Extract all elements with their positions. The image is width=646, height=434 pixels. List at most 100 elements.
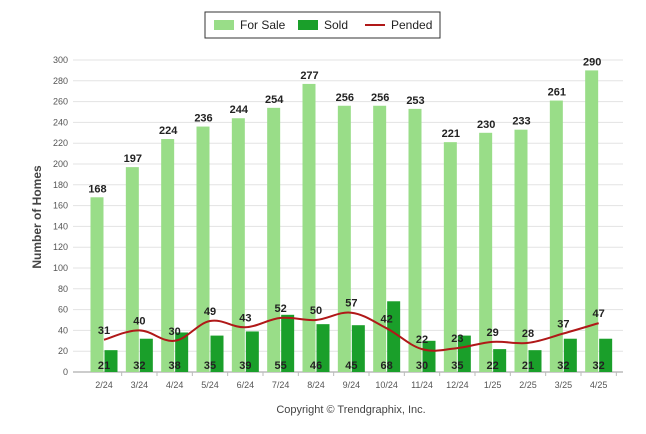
data-labels: 168 21 31 197 32 40 224 38 30 236 35 49 244 39 43 254 55… bbox=[88, 56, 604, 372]
label-for-sale: 221 bbox=[442, 128, 460, 140]
legend-label-for-sale: For Sale bbox=[240, 18, 286, 32]
copyright-text: Copyright © Trendgraphix, Inc. bbox=[276, 404, 425, 416]
label-sold: 55 bbox=[275, 360, 287, 372]
label-sold: 35 bbox=[204, 360, 216, 372]
bar-sold bbox=[139, 338, 153, 372]
x-tick-label: 3/24 bbox=[131, 380, 149, 390]
label-sold: 22 bbox=[487, 360, 499, 372]
bars bbox=[90, 70, 613, 373]
label-pended: 22 bbox=[416, 334, 428, 346]
label-pended: 42 bbox=[381, 313, 393, 325]
label-for-sale: 277 bbox=[300, 70, 318, 82]
label-for-sale: 197 bbox=[124, 153, 142, 165]
bar-sold bbox=[422, 340, 436, 372]
label-sold: 68 bbox=[381, 360, 393, 372]
label-pended: 57 bbox=[345, 298, 357, 310]
y-tick-label: 180 bbox=[53, 180, 68, 190]
y-tick-label: 200 bbox=[53, 159, 68, 169]
y-tick-label: 0 bbox=[63, 367, 68, 377]
legend: For Sale Sold Pended bbox=[204, 11, 441, 39]
label-for-sale: 230 bbox=[477, 119, 495, 131]
label-sold: 39 bbox=[239, 360, 251, 372]
label-for-sale: 236 bbox=[194, 113, 212, 125]
x-tick-label: 3/25 bbox=[555, 380, 573, 390]
x-tick-label: 5/24 bbox=[201, 380, 219, 390]
bar-sold bbox=[210, 335, 224, 372]
label-for-sale: 233 bbox=[512, 116, 530, 128]
y-tick-label: 220 bbox=[53, 138, 68, 148]
y-tick-label: 160 bbox=[53, 201, 68, 211]
label-sold: 38 bbox=[169, 360, 181, 372]
x-tick-label: 2/25 bbox=[519, 380, 537, 390]
bar-sold bbox=[387, 301, 401, 372]
bar-sold bbox=[104, 350, 118, 372]
legend-box bbox=[204, 11, 441, 39]
label-sold: 30 bbox=[416, 360, 428, 372]
x-tick-label: 11/24 bbox=[411, 380, 433, 390]
x-tick-label: 8/24 bbox=[307, 380, 325, 390]
y-axis-label: Number of Homes bbox=[30, 165, 44, 269]
x-tick-label: 9/24 bbox=[343, 380, 361, 390]
bar-for-sale bbox=[373, 105, 387, 372]
bar-for-sale bbox=[302, 83, 316, 373]
y-tick-label: 100 bbox=[53, 263, 68, 273]
bar-for-sale bbox=[196, 126, 210, 372]
label-pended: 31 bbox=[98, 325, 110, 337]
bar-sold bbox=[316, 324, 330, 372]
bar-for-sale bbox=[549, 100, 563, 372]
label-for-sale: 254 bbox=[265, 94, 284, 106]
bar-for-sale bbox=[585, 70, 599, 373]
bar-for-sale bbox=[514, 129, 528, 372]
label-sold: 32 bbox=[557, 360, 569, 372]
bar-for-sale bbox=[161, 139, 175, 372]
label-sold: 32 bbox=[133, 360, 145, 372]
bar-sold bbox=[563, 338, 577, 372]
label-pended: 50 bbox=[310, 305, 322, 317]
x-tick-label: 10/24 bbox=[375, 380, 398, 390]
y-tick-label: 300 bbox=[53, 55, 68, 65]
bar-for-sale bbox=[337, 105, 351, 372]
pended-line bbox=[103, 311, 599, 352]
bar-sold bbox=[528, 350, 542, 372]
y-tick-label: 60 bbox=[58, 305, 68, 315]
bar-for-sale bbox=[267, 107, 281, 372]
label-for-sale: 244 bbox=[230, 104, 249, 116]
label-for-sale: 256 bbox=[336, 92, 354, 104]
bar-sold bbox=[281, 314, 295, 372]
bar-for-sale bbox=[231, 118, 245, 373]
y-tick-label: 140 bbox=[53, 221, 68, 231]
label-sold: 35 bbox=[451, 360, 463, 372]
label-pended: 29 bbox=[487, 327, 499, 339]
label-sold: 45 bbox=[345, 360, 357, 372]
pended-line-path bbox=[103, 311, 599, 352]
bar-for-sale bbox=[90, 197, 104, 372]
label-pended: 23 bbox=[451, 333, 463, 345]
y-tick-label: 280 bbox=[53, 76, 68, 86]
y-tick-label: 240 bbox=[53, 117, 68, 127]
bar-sold bbox=[175, 332, 189, 372]
bar-sold bbox=[457, 335, 471, 372]
label-pended: 49 bbox=[204, 306, 216, 318]
label-for-sale: 224 bbox=[159, 125, 178, 137]
label-sold: 21 bbox=[522, 360, 534, 372]
bar-for-sale bbox=[125, 167, 139, 372]
label-pended: 52 bbox=[275, 303, 287, 315]
y-tick-label: 120 bbox=[53, 242, 68, 252]
label-pended: 43 bbox=[239, 312, 251, 324]
bar-for-sale bbox=[408, 108, 422, 372]
x-tick-label: 2/24 bbox=[95, 380, 113, 390]
label-pended: 30 bbox=[169, 326, 181, 338]
y-tick-label: 20 bbox=[58, 346, 68, 356]
legend-label-sold: Sold bbox=[324, 18, 348, 32]
label-sold: 32 bbox=[593, 360, 605, 372]
label-for-sale: 290 bbox=[583, 56, 601, 68]
label-pended: 37 bbox=[557, 319, 569, 331]
bar-sold bbox=[245, 331, 259, 372]
label-sold: 21 bbox=[98, 360, 110, 372]
legend-swatch-sold bbox=[298, 20, 318, 30]
x-tick-label: 12/24 bbox=[446, 380, 469, 390]
x-tick-label: 6/24 bbox=[237, 380, 255, 390]
x-tick-label: 1/25 bbox=[484, 380, 502, 390]
legend-label-pended: Pended bbox=[391, 18, 432, 32]
x-tick-label: 4/24 bbox=[166, 380, 184, 390]
